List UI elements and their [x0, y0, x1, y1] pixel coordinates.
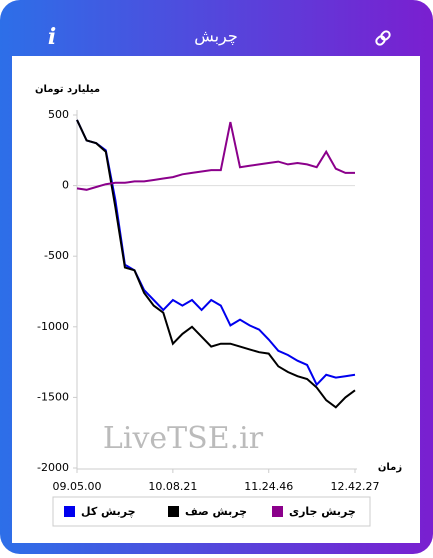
- info-button[interactable]: i: [48, 24, 56, 50]
- header-title: چربش: [194, 27, 238, 47]
- y-tick-label: -1500: [37, 390, 69, 403]
- y-tick-label: -1000: [37, 320, 69, 333]
- x-tick-label: 09.05.00: [53, 480, 102, 493]
- legend-swatch: [168, 506, 179, 517]
- legend: [52, 496, 371, 527]
- legend-swatch: [64, 506, 75, 517]
- legend-label: چربش کل: [81, 505, 136, 518]
- series-line: [76, 119, 356, 409]
- content: [12, 56, 420, 543]
- x-tick-label: 10.08.21: [148, 480, 197, 493]
- link-button[interactable]: [375, 30, 391, 46]
- x-axis-label: زمان: [378, 462, 402, 473]
- watermark: LiveTSE.ir: [103, 421, 264, 456]
- legend-swatch: [272, 506, 283, 517]
- y-tick-label: -2000: [37, 461, 69, 474]
- y-tick-label: -500: [44, 249, 69, 262]
- legend-label: چربش صف: [185, 505, 247, 518]
- y-tick-label: 0: [62, 179, 69, 192]
- y-axis-label: میلیارد تومان: [35, 84, 100, 95]
- legend-label: چربش جاری: [289, 505, 356, 518]
- y-tick-label: 500: [48, 108, 69, 121]
- x-tick-label: 11.24.46: [244, 480, 293, 493]
- x-tick-label: 12.42.27: [331, 480, 380, 493]
- series-line: [76, 121, 355, 191]
